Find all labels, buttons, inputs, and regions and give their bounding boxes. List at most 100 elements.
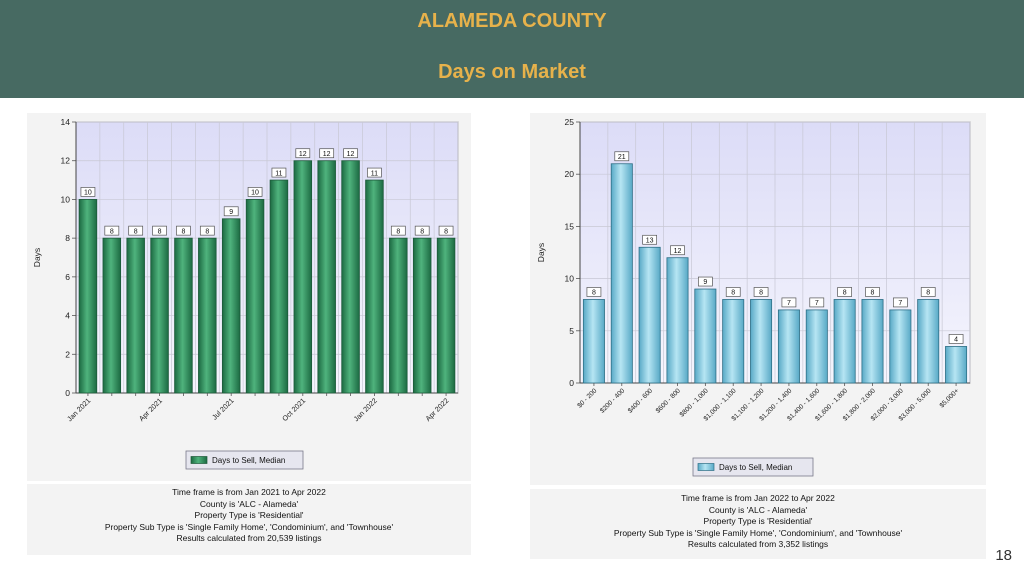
bar <box>777 309 800 384</box>
data-label: 9 <box>703 279 707 286</box>
bar <box>412 237 432 394</box>
bar <box>889 309 912 384</box>
bar <box>722 299 745 384</box>
x-tick-label: $200 - 400 <box>599 387 626 414</box>
y-tick-label: 15 <box>565 221 575 231</box>
data-label-box <box>223 206 239 217</box>
y-tick-label: 25 <box>565 117 575 127</box>
data-label: 10 <box>251 190 259 197</box>
y-tick-label: 10 <box>565 274 575 284</box>
data-label: 12 <box>347 151 355 158</box>
data-label: 8 <box>926 290 930 297</box>
data-label-box <box>837 287 852 297</box>
bar <box>945 346 968 384</box>
right-note-property-type: Property Type is 'Residential' <box>703 516 813 527</box>
data-label-box <box>343 148 358 159</box>
data-label-box <box>247 187 263 197</box>
bar <box>269 179 289 394</box>
x-tick-label: $5,000+ <box>939 387 961 409</box>
data-label-box <box>920 287 936 297</box>
y-axis-label: Days <box>536 243 546 262</box>
x-tick-label: Jan 2021 <box>65 396 92 423</box>
data-label: 21 <box>618 154 626 161</box>
county-title: ALAMEDA COUNTY <box>417 10 607 32</box>
bar <box>582 299 605 384</box>
legend-label: Days to Sell, Median <box>719 463 792 472</box>
left-note-results: Results calculated from 20,539 listings <box>176 533 322 544</box>
data-label-box <box>725 287 741 297</box>
data-label-box <box>104 225 120 236</box>
data-label-box <box>865 287 880 297</box>
data-label-box <box>80 187 96 197</box>
data-label: 11 <box>275 170 282 177</box>
data-label: 8 <box>158 228 162 235</box>
data-label-box <box>438 225 454 236</box>
bar <box>365 179 384 394</box>
metric-title: Days on Market <box>438 61 586 83</box>
right-note-results: Results calculated from 3,352 listings <box>687 539 829 550</box>
data-label: 10 <box>84 190 92 197</box>
x-tick-label: $0 - 200 <box>576 387 598 409</box>
data-label-box <box>893 297 908 308</box>
left-bar-chart: 0 2 4 6 8 10 12 14 Days 10 Jan 2021 8 8 8 Apr 2021 8 8 9 J… <box>32 117 459 470</box>
data-label-box <box>128 225 144 236</box>
bar <box>666 257 689 384</box>
data-label: 7 <box>898 300 902 307</box>
y-tick-label: 10 <box>61 194 71 204</box>
data-label: 13 <box>646 237 654 244</box>
bar <box>293 160 313 394</box>
right-note-county: County is 'ALC - Alameda' <box>708 504 808 515</box>
data-label: 8 <box>843 290 847 297</box>
data-label: 8 <box>181 228 185 235</box>
data-label: 8 <box>205 228 209 235</box>
left-note-timeframe: Time frame is from Jan 2021 to Apr 2022 <box>172 487 326 497</box>
data-label: 8 <box>134 228 138 235</box>
data-label-box <box>809 297 825 308</box>
data-label: 8 <box>110 228 114 235</box>
x-tick-label: Jul 2021 <box>210 396 236 422</box>
y-tick-label: 6 <box>65 272 70 282</box>
y-tick-label: 0 <box>569 378 574 388</box>
data-label-box <box>390 225 406 236</box>
data-label: 11 <box>371 170 378 177</box>
bar <box>78 199 98 394</box>
left-chart-notes: Time frame is from Jan 2021 to Apr 2022 … <box>27 484 471 555</box>
data-label-box <box>295 148 311 159</box>
data-label: 8 <box>731 290 735 297</box>
y-axis-label: Days <box>32 248 42 267</box>
data-label-box <box>670 245 685 256</box>
data-label-box <box>642 234 657 245</box>
data-label-box <box>586 287 602 297</box>
legend-swatch <box>697 463 715 471</box>
legend-box <box>185 450 304 470</box>
y-tick-label: 8 <box>65 233 70 243</box>
data-label: 8 <box>759 290 763 297</box>
data-label: 7 <box>815 300 819 307</box>
bar <box>861 299 884 384</box>
x-tick-label: $600 - 800 <box>655 387 682 414</box>
right-note-timeframe: Time frame is from Jan 2022 to Apr 2022 <box>681 493 835 503</box>
data-label: 8 <box>420 228 424 235</box>
legend-box <box>692 457 814 477</box>
data-label: 4 <box>954 337 958 344</box>
y-tick-label: 14 <box>61 117 71 127</box>
data-label: 7 <box>787 300 791 307</box>
bar <box>805 309 828 384</box>
y-tick-label: 5 <box>569 326 574 336</box>
bar <box>694 288 717 384</box>
legend-swatch <box>190 456 208 464</box>
x-tick-label: $400 - 600 <box>627 387 654 414</box>
bar <box>638 246 661 384</box>
bar <box>174 237 193 394</box>
y-tick-label: 4 <box>65 311 70 321</box>
y-tick-label: 2 <box>65 349 70 359</box>
page-number: 18 <box>995 547 1012 564</box>
data-label-box <box>781 297 797 308</box>
right-chart-notes: Time frame is from Jan 2022 to Apr 2022 … <box>530 489 986 559</box>
left-note-county: County is 'ALC - Alameda' <box>199 498 299 509</box>
data-label: 12 <box>323 151 331 158</box>
data-label: 8 <box>444 228 448 235</box>
bar <box>198 237 217 394</box>
x-tick-label: Oct 2021 <box>280 396 307 423</box>
data-label-box <box>367 167 382 178</box>
